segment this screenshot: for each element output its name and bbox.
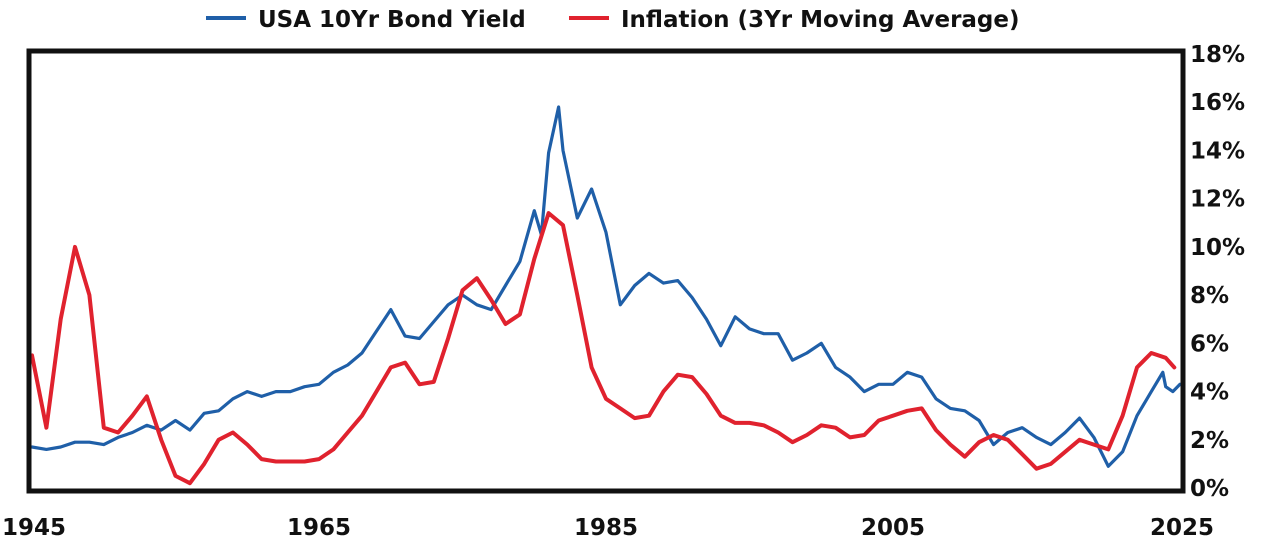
y-tick-label: 14% [1190, 138, 1245, 164]
y-tick-label: 4% [1190, 380, 1229, 406]
x-tick-label: 1985 [574, 515, 638, 541]
series-layer [30, 105, 1182, 486]
x-tick-label: 1965 [287, 515, 351, 541]
plot-frame [26, 48, 1186, 494]
y-tick-label: 8% [1190, 283, 1229, 309]
series-line-inflation [30, 211, 1177, 486]
legend-label-bond-yield: USA 10Yr Bond Yield [258, 7, 526, 33]
x-axis: 1945 1965 1985 2005 2025 [2, 515, 1214, 541]
legend-label-inflation: Inflation (3Yr Moving Average) [621, 7, 1020, 33]
y-tick-label: 0% [1190, 476, 1229, 502]
y-tick-label: 16% [1190, 90, 1245, 116]
y-tick-label: 12% [1190, 187, 1245, 213]
y-tick-label: 6% [1190, 331, 1229, 357]
y-axis: 0% 2% 4% 6% 8% 10% 12% 14% 16% 18% [1190, 42, 1245, 502]
x-tick-label: 2005 [861, 515, 925, 541]
series-line-bond-yield [30, 105, 1182, 468]
x-tick-label: 1945 [2, 515, 66, 541]
legend: USA 10Yr Bond Yield Inflation (3Yr Movin… [206, 7, 1020, 33]
y-tick-label: 2% [1190, 428, 1229, 454]
y-tick-label: 10% [1190, 235, 1245, 261]
x-tick-label: 2025 [1150, 515, 1214, 541]
y-tick-label: 18% [1190, 42, 1245, 68]
